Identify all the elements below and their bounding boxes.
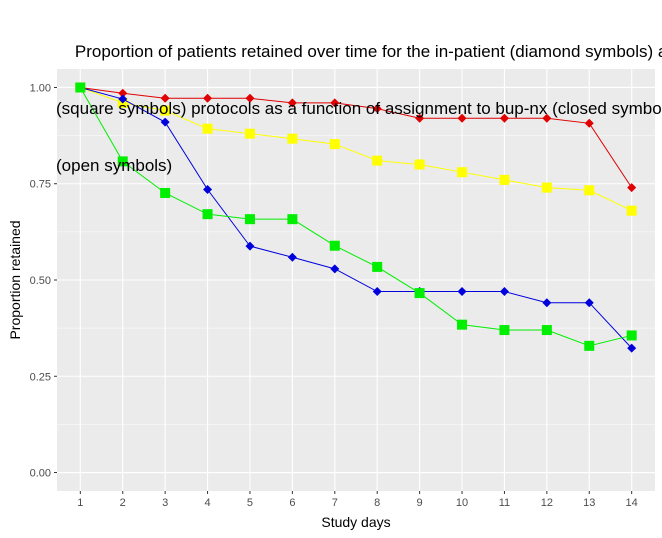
diamond-point [330,264,340,274]
x-tick-label: 12 [541,497,553,509]
chart-title-line: (square symbols) protocols as a function… [56,99,662,118]
diamond-point [542,113,552,123]
series-line [80,86,633,349]
square-point [414,288,425,299]
square-point [499,174,510,185]
square-point [372,155,383,166]
series-line [79,87,632,347]
axes: 0.000.250.500.751.001 2 3 4 5 6 7 8 9 10 11 12 13 14 [30,82,638,509]
series-diamond-2 [75,82,637,353]
chart-title-line: (open symbols) [56,156,173,175]
square-point [244,214,255,225]
y-tick-label: 0.00 [30,468,51,480]
square-point [117,156,128,167]
square-point [244,128,255,139]
square-point [202,123,213,134]
square-point [287,133,298,144]
square-point [457,167,468,178]
square-point [329,240,340,251]
square-point [414,159,425,170]
diamond-point [287,252,297,262]
diamond-point [499,113,509,123]
square-point [160,105,171,116]
diamond-point [415,113,425,123]
series-square-1 [75,82,637,216]
diamond-point [584,118,594,128]
x-tick-label: 11 [499,497,510,509]
x-tick-label: 4 [204,497,210,509]
square-point [372,261,383,272]
series-line [80,87,632,212]
y-axis-title: Proportion retained [7,220,23,339]
square-point [584,340,595,351]
series-line [80,86,633,188]
diamond-point [457,287,467,297]
x-axis-title: Study days [321,514,390,530]
x-tick-label: 1 [77,497,83,509]
chart-title: Proportion of patients retained over tim… [56,4,662,194]
series-square-3 [75,82,637,351]
diamond-point [584,298,594,308]
x-tick-label: 7 [332,497,338,509]
diamond-point [627,343,637,353]
y-tick-label: 1.00 [30,82,51,94]
square-point [457,319,468,330]
square-point [329,139,340,150]
x-tick-label: 9 [417,497,423,509]
diamond-point [457,113,467,123]
series-diamond-0 [75,82,637,193]
square-point [75,82,86,93]
square-point [584,185,595,196]
square-point [287,214,298,225]
diamond-point [330,98,340,108]
x-tick-label: 14 [626,497,638,509]
square-point [202,209,213,220]
y-tick-label: 0.25 [30,371,51,383]
diamond-point [542,298,552,308]
x-tick-label: 10 [456,497,468,509]
square-point [626,205,637,216]
chart-title-line: Proportion of patients retained over tim… [74,42,662,61]
square-point [541,325,552,336]
diamond-point [372,287,382,297]
square-point [499,325,510,336]
diamond-point [627,183,637,193]
diamond-point [245,241,255,251]
diamond-point [203,185,213,195]
x-tick-label: 3 [162,497,168,509]
diamond-point [118,88,128,98]
square-point [541,182,552,193]
diamond-point [245,93,255,103]
x-tick-label: 13 [583,497,595,509]
diamond-point [160,93,170,103]
diamond-point [372,104,382,114]
x-tick-label: 8 [374,497,380,509]
grid-lines [57,69,655,491]
diamond-point [160,117,170,127]
x-tick-label: 2 [120,497,126,509]
diamond-point [118,94,128,104]
square-point [160,187,171,198]
diamond-point [203,93,213,103]
diamond-point [499,287,509,297]
x-tick-label: 6 [289,497,295,509]
y-tick-label: 0.75 [30,179,51,191]
diamond-point [287,98,297,108]
x-tick-label: 5 [247,497,253,509]
square-point [626,330,637,341]
series-layer [75,82,637,353]
y-tick-label: 0.50 [30,275,51,287]
